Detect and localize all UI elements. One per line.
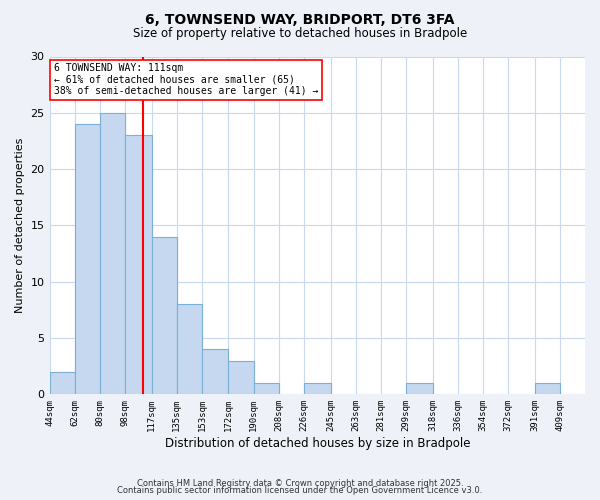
Bar	[304, 383, 331, 394]
Bar	[125, 136, 152, 394]
Bar	[535, 383, 560, 394]
Bar	[75, 124, 100, 394]
Text: Size of property relative to detached houses in Bradpole: Size of property relative to detached ho…	[133, 28, 467, 40]
Text: 6, TOWNSEND WAY, BRIDPORT, DT6 3FA: 6, TOWNSEND WAY, BRIDPORT, DT6 3FA	[145, 12, 455, 26]
Bar	[100, 113, 125, 394]
Text: 6 TOWNSEND WAY: 111sqm
← 61% of detached houses are smaller (65)
38% of semi-det: 6 TOWNSEND WAY: 111sqm ← 61% of detached…	[54, 64, 318, 96]
Bar	[50, 372, 75, 394]
Text: Contains HM Land Registry data © Crown copyright and database right 2025.: Contains HM Land Registry data © Crown c…	[137, 478, 463, 488]
Bar	[254, 383, 279, 394]
Y-axis label: Number of detached properties: Number of detached properties	[15, 138, 25, 313]
Bar	[406, 383, 433, 394]
Text: Contains public sector information licensed under the Open Government Licence v3: Contains public sector information licen…	[118, 486, 482, 495]
Bar	[177, 304, 202, 394]
Bar	[229, 360, 254, 394]
X-axis label: Distribution of detached houses by size in Bradpole: Distribution of detached houses by size …	[164, 437, 470, 450]
Bar	[152, 236, 177, 394]
Bar	[202, 350, 229, 395]
